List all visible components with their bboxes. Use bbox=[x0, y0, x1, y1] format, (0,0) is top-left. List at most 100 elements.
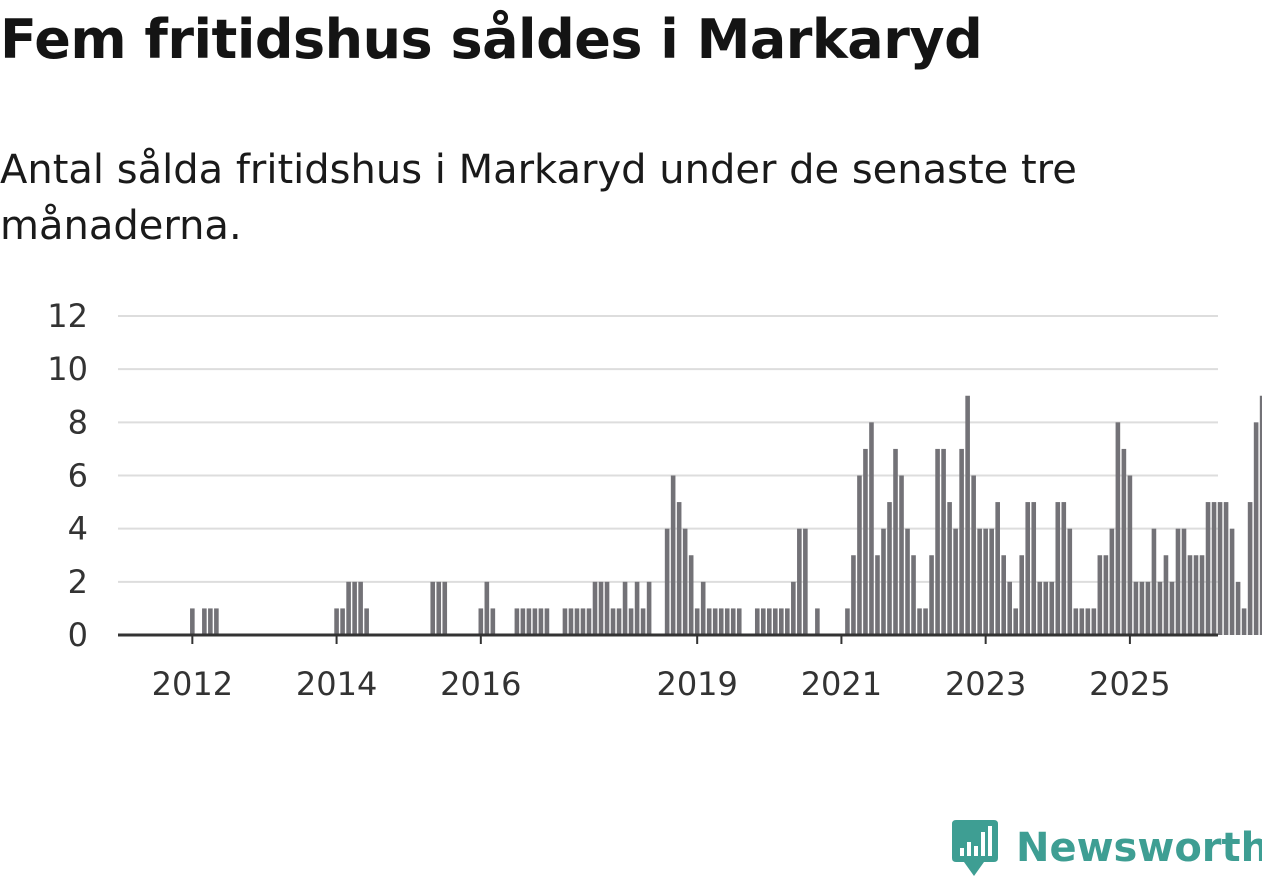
bar bbox=[1013, 608, 1019, 635]
bar bbox=[646, 581, 652, 635]
bar bbox=[700, 581, 706, 635]
bar bbox=[616, 608, 622, 635]
newsworthy-logo: Newsworthy bbox=[950, 818, 1262, 878]
bar bbox=[1007, 581, 1012, 635]
bar bbox=[604, 581, 610, 635]
x-tick-label: 2023 bbox=[945, 665, 1026, 703]
y-tick-label: 4 bbox=[68, 510, 88, 548]
bar bbox=[1187, 555, 1193, 635]
bar bbox=[923, 608, 928, 635]
bar bbox=[803, 528, 808, 635]
bar bbox=[815, 608, 820, 635]
x-tick-label: 2012 bbox=[152, 665, 233, 703]
x-tick-label: 2019 bbox=[656, 665, 737, 703]
bar bbox=[863, 448, 868, 635]
bar bbox=[1199, 555, 1205, 635]
bar bbox=[929, 555, 934, 635]
y-tick-label: 0 bbox=[68, 616, 88, 654]
bar bbox=[1127, 475, 1133, 635]
bar bbox=[202, 608, 207, 635]
bar bbox=[1133, 581, 1139, 635]
bar bbox=[1049, 581, 1055, 635]
bar bbox=[1061, 502, 1067, 635]
x-tick-label: 2016 bbox=[440, 665, 521, 703]
bar bbox=[568, 608, 574, 635]
bar bbox=[490, 608, 496, 635]
bar bbox=[1145, 581, 1151, 635]
x-tick-label: 2021 bbox=[801, 665, 882, 703]
bar bbox=[520, 608, 526, 635]
bar bbox=[358, 581, 363, 635]
bar bbox=[959, 448, 964, 635]
bar bbox=[712, 608, 718, 635]
bar bbox=[1025, 502, 1031, 635]
bar bbox=[887, 502, 892, 635]
bar bbox=[1139, 581, 1145, 635]
bar bbox=[1205, 502, 1211, 635]
bar bbox=[797, 528, 802, 635]
bar bbox=[1091, 608, 1097, 635]
chart-title: Fem fritidshus såldes i Markaryd bbox=[0, 8, 983, 71]
bar bbox=[580, 608, 586, 635]
bar bbox=[586, 608, 592, 635]
bar bbox=[989, 528, 994, 635]
bar bbox=[1229, 528, 1235, 635]
y-tick-label: 6 bbox=[68, 457, 88, 495]
bar bbox=[1163, 555, 1169, 635]
bar bbox=[1103, 555, 1109, 635]
bar bbox=[911, 555, 916, 635]
bar bbox=[1217, 502, 1223, 635]
bar bbox=[190, 608, 195, 635]
bar bbox=[1037, 581, 1043, 635]
bar bbox=[1151, 528, 1157, 635]
bar bbox=[1121, 448, 1127, 635]
bar bbox=[1019, 555, 1025, 635]
bar bbox=[1031, 502, 1037, 635]
bar bbox=[1001, 555, 1006, 635]
chart-subtitle: Antal sålda fritidshus i Markaryd under … bbox=[0, 147, 1077, 249]
brand-name: Newsworthy bbox=[1016, 825, 1262, 871]
bar bbox=[688, 555, 694, 635]
bar bbox=[538, 608, 544, 635]
bar bbox=[953, 528, 958, 635]
bar bbox=[718, 608, 724, 635]
bar bbox=[730, 608, 736, 635]
bar bbox=[592, 581, 598, 635]
bar bbox=[773, 608, 778, 635]
bar bbox=[622, 581, 628, 635]
bar bbox=[532, 608, 538, 635]
bar bbox=[1079, 608, 1085, 635]
y-tick-label: 10 bbox=[47, 350, 88, 388]
bar bbox=[1169, 581, 1175, 635]
bar bbox=[1259, 395, 1262, 635]
x-tick-label: 2014 bbox=[296, 665, 377, 703]
bar bbox=[1247, 502, 1253, 635]
bar bbox=[1211, 502, 1217, 635]
bar bbox=[346, 581, 351, 635]
bar bbox=[1193, 555, 1199, 635]
bar bbox=[1235, 581, 1241, 635]
bar bbox=[845, 608, 850, 635]
bar bbox=[1067, 528, 1073, 635]
bar bbox=[754, 608, 760, 635]
bar bbox=[628, 608, 634, 635]
bar bbox=[1157, 581, 1163, 635]
bar bbox=[947, 502, 952, 635]
bar bbox=[941, 448, 946, 635]
bar bbox=[430, 581, 436, 635]
bar bbox=[1097, 555, 1103, 635]
bar bbox=[640, 608, 646, 635]
bar bbox=[694, 608, 700, 635]
bar bbox=[869, 422, 874, 635]
bar bbox=[478, 608, 484, 635]
y-axis-ticks: 0 2 4 6 8 10 12 bbox=[47, 297, 88, 654]
bar bbox=[1223, 502, 1229, 635]
bar bbox=[965, 395, 970, 635]
bar bbox=[526, 608, 532, 635]
x-axis-ticks: 2012 2014 2016 2019 2021 2023 2025 bbox=[152, 635, 1171, 703]
bar bbox=[1109, 528, 1115, 635]
bar bbox=[544, 608, 550, 635]
bar bbox=[785, 608, 790, 635]
bar bbox=[706, 608, 712, 635]
